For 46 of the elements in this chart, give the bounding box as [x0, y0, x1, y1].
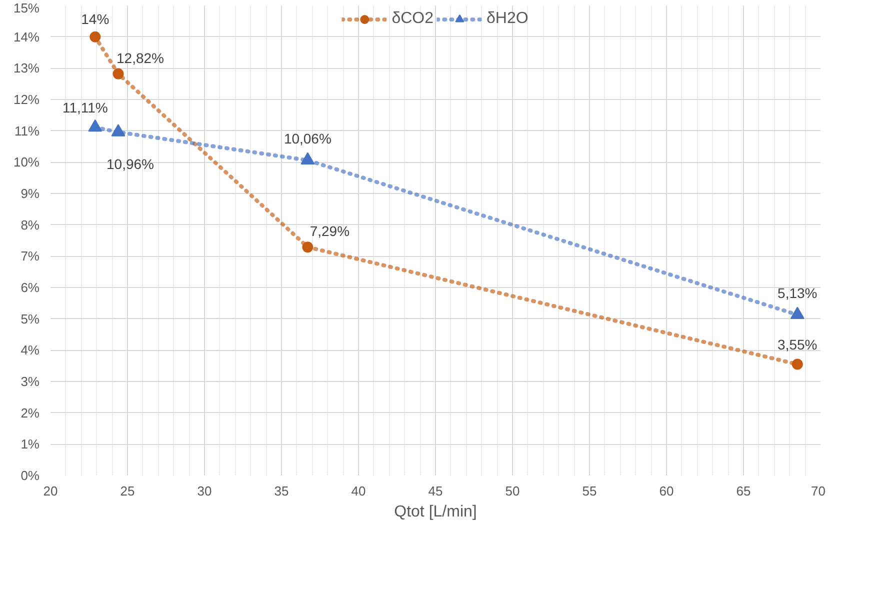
x-tick-label: 20: [43, 484, 58, 498]
data-label: 14%: [81, 10, 110, 27]
x-tick-label: 35: [274, 484, 289, 498]
data-label: 11,11%: [62, 99, 108, 116]
y-tick-label: 11%: [14, 123, 40, 138]
data-label: 7,29%: [310, 223, 350, 240]
point: [302, 242, 314, 253]
y-tick-label: 3%: [20, 374, 40, 389]
x-axis-title: Qtot [L/min]: [394, 504, 477, 520]
y-tick-label: 5%: [20, 311, 40, 326]
y-tick-label: 12%: [13, 92, 40, 107]
legend-label: δH2O: [486, 10, 528, 28]
y-tick-label: 13%: [13, 60, 40, 76]
x-tick-label: 50: [505, 484, 520, 498]
point: [90, 31, 101, 42]
point: [88, 119, 102, 132]
point: [111, 124, 126, 136]
y-tick-label: 4%: [20, 342, 40, 358]
data-label: 10,06%: [284, 130, 332, 146]
y-tick-label: 7%: [20, 248, 40, 264]
y-tick-label: 1%: [20, 436, 40, 452]
y-tick-label: 14%: [13, 29, 40, 44]
x-tick-label: 70: [811, 484, 826, 498]
y-tick-label: 10%: [13, 154, 40, 170]
x-tick-label: 45: [428, 484, 443, 498]
x-tick-label: 40: [351, 484, 366, 498]
point: [300, 152, 315, 165]
point: [112, 68, 124, 80]
y-tick-label: 2%: [20, 405, 40, 420]
y-tick-label: 9%: [20, 186, 40, 201]
x-tick-label: 55: [582, 484, 597, 498]
data-label: 12,82%: [116, 50, 164, 66]
y-tick-label: 6%: [20, 280, 40, 295]
data-label: 10,96%: [106, 156, 154, 172]
y-tick-label: 8%: [20, 217, 40, 232]
data-label: 3,55%: [778, 336, 818, 352]
point: [792, 358, 803, 370]
y-tick-label: 0%: [20, 468, 40, 483]
x-tick-label: 60: [659, 484, 674, 498]
x-tick-label: 65: [736, 484, 751, 498]
legend-label: δCO2: [392, 10, 434, 28]
x-tick-label: 25: [120, 484, 135, 498]
data-label: 5,13%: [778, 284, 818, 301]
x-tick-label: 30: [197, 484, 212, 498]
point: [790, 306, 804, 320]
y-tick-label: 15%: [13, 0, 40, 16]
